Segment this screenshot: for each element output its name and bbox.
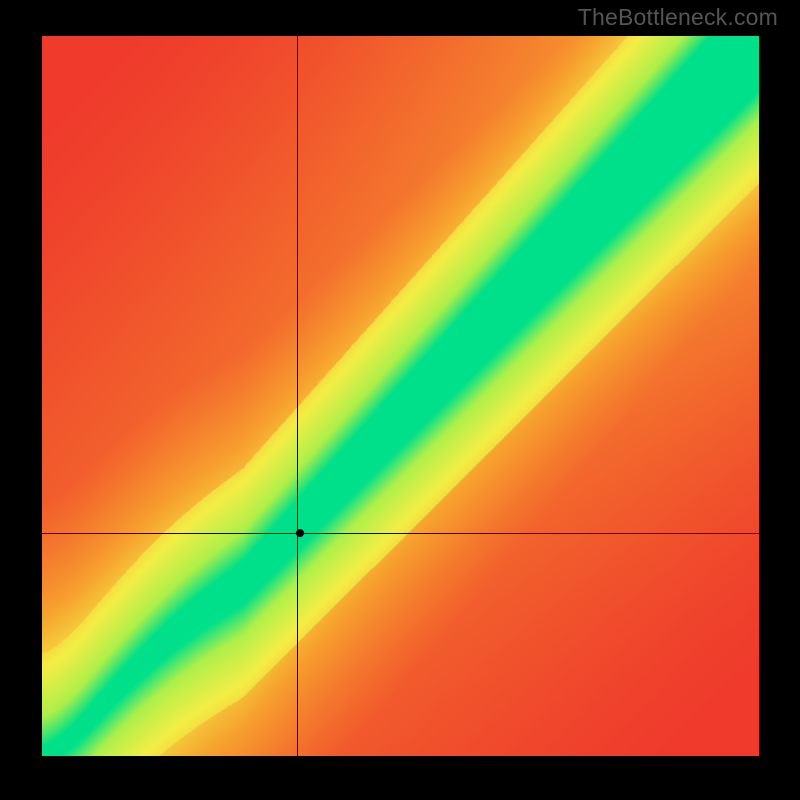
- root: TheBottleneck.com: [0, 0, 800, 800]
- watermark-text: TheBottleneck.com: [578, 4, 778, 31]
- data-point-dot: [296, 529, 304, 537]
- crosshair-horizontal: [42, 533, 759, 534]
- heatmap-chart: [42, 36, 759, 756]
- crosshair-vertical: [297, 36, 298, 756]
- heatmap-canvas: [42, 36, 759, 756]
